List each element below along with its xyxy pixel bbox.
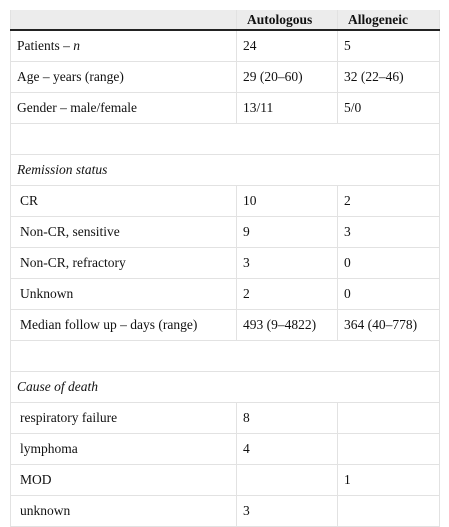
section-title: Cause of death (10, 371, 440, 403)
cell-text: 24 (243, 38, 257, 53)
spacer-row (10, 340, 440, 372)
value-cell: 0 (337, 247, 440, 279)
data-row: MOD 1 (10, 464, 440, 496)
section-row: Remission status (10, 154, 440, 186)
page: Autologous Allogeneic Patients – n 24 5 Age … (10, 10, 440, 527)
cell-text: 9 (243, 224, 250, 239)
cell-text: 364 (40–778) (344, 317, 418, 332)
value-cell: 32 (22–46) (337, 61, 440, 93)
value-cell: 2 (236, 278, 338, 310)
label-text: Non-CR, sensitive (20, 224, 120, 239)
value-cell: 3 (236, 247, 338, 279)
cell-text: 5/0 (344, 100, 362, 115)
value-cell: 3 (337, 216, 440, 248)
data-row: CR 10 2 (10, 185, 440, 217)
cell-text: 3 (243, 255, 250, 270)
spacer-row (10, 123, 440, 155)
section-row: Cause of death (10, 371, 440, 403)
cell-text: 0 (344, 255, 351, 270)
data-row: Age – years (range) 29 (20–60) 32 (22–46) (10, 61, 440, 93)
cell-text: 8 (243, 410, 250, 425)
table-wrap: Autologous Allogeneic Patients – n 24 5 Age … (10, 10, 440, 527)
cell-text: 10 (243, 193, 257, 208)
value-cell: 0 (337, 278, 440, 310)
cell-text: 493 (9–4822) (243, 317, 317, 332)
value-cell (337, 402, 440, 434)
data-row: Non-CR, refractory 3 0 (10, 247, 440, 279)
label-text: Gender – male/female (17, 100, 137, 115)
row-label: respiratory failure (10, 402, 237, 434)
value-cell: 4 (236, 433, 338, 465)
label-text: CR (20, 193, 39, 208)
row-label: Non-CR, sensitive (10, 216, 237, 248)
label-text: Non-CR, refractory (20, 255, 126, 270)
value-cell: 10 (236, 185, 338, 217)
data-row: Unknown 2 0 (10, 278, 440, 310)
header-cell: Autologous (236, 10, 338, 31)
cell-text: 13/11 (243, 100, 274, 115)
value-cell: 2 (337, 185, 440, 217)
spacer-cell (10, 340, 440, 372)
value-cell: 8 (236, 402, 338, 434)
data-row: lymphoma 4 (10, 433, 440, 465)
cell-text: 0 (344, 286, 351, 301)
value-cell: 5 (337, 29, 440, 62)
cell-text: 4 (243, 441, 250, 456)
cell-text: 3 (243, 503, 250, 518)
cell-text: 5 (344, 38, 351, 53)
cell-text: 2 (344, 193, 351, 208)
header-cell (10, 10, 237, 31)
row-label: unknown (10, 495, 237, 527)
header-text: Autologous (247, 11, 313, 27)
data-row: Non-CR, sensitive 9 3 (10, 216, 440, 248)
label-text: respiratory failure (20, 410, 118, 425)
value-cell (236, 464, 338, 496)
label-text: lymphoma (20, 441, 78, 456)
value-cell: 3 (236, 495, 338, 527)
spacer-cell (10, 123, 440, 155)
header-row: Autologous Allogeneic (10, 10, 440, 31)
section-title: Remission status (10, 154, 440, 186)
label-text: unknown (20, 503, 71, 518)
row-label: lymphoma (10, 433, 237, 465)
value-cell: 9 (236, 216, 338, 248)
cell-text: 2 (243, 286, 250, 301)
value-cell (337, 433, 440, 465)
table: Autologous Allogeneic Patients – n 24 5 Age … (10, 10, 440, 527)
row-label: MOD (10, 464, 237, 496)
table-body: Patients – n 24 5 Age – years (range) 29 (20… (10, 29, 440, 527)
row-label: Patients – n (10, 29, 237, 62)
value-cell: 493 (9–4822) (236, 309, 338, 341)
header-text: Allogeneic (348, 11, 408, 27)
label-text: Median follow up – days (range) (20, 317, 198, 332)
data-row: Gender – male/female 13/11 5/0 (10, 92, 440, 124)
value-cell (337, 495, 440, 527)
value-cell: 24 (236, 29, 338, 62)
value-cell: 29 (20–60) (236, 61, 338, 93)
header-cell: Allogeneic (337, 10, 440, 31)
value-cell: 13/11 (236, 92, 338, 124)
label-text: Age – years (range) (17, 69, 124, 84)
data-row: unknown 3 (10, 495, 440, 527)
row-label: Unknown (10, 278, 237, 310)
row-label: Age – years (range) (10, 61, 237, 93)
cell-text: 3 (344, 224, 351, 239)
label-text: Unknown (20, 286, 74, 301)
cell-text: 1 (344, 472, 351, 487)
label-italic: n (73, 38, 80, 53)
value-cell: 1 (337, 464, 440, 496)
row-label: Median follow up – days (range) (10, 309, 237, 341)
value-cell: 364 (40–778) (337, 309, 440, 341)
row-label: Gender – male/female (10, 92, 237, 124)
label-text: MOD (20, 472, 52, 487)
row-label: CR (10, 185, 237, 217)
label-text: Patients – (17, 38, 70, 53)
value-cell: 5/0 (337, 92, 440, 124)
cell-text: 32 (22–46) (344, 69, 404, 84)
cell-text: 29 (20–60) (243, 69, 303, 84)
data-row: Patients – n 24 5 (10, 29, 440, 62)
data-row: respiratory failure 8 (10, 402, 440, 434)
row-label: Non-CR, refractory (10, 247, 237, 279)
data-row: Median follow up – days (range) 493 (9–48… (10, 309, 440, 341)
